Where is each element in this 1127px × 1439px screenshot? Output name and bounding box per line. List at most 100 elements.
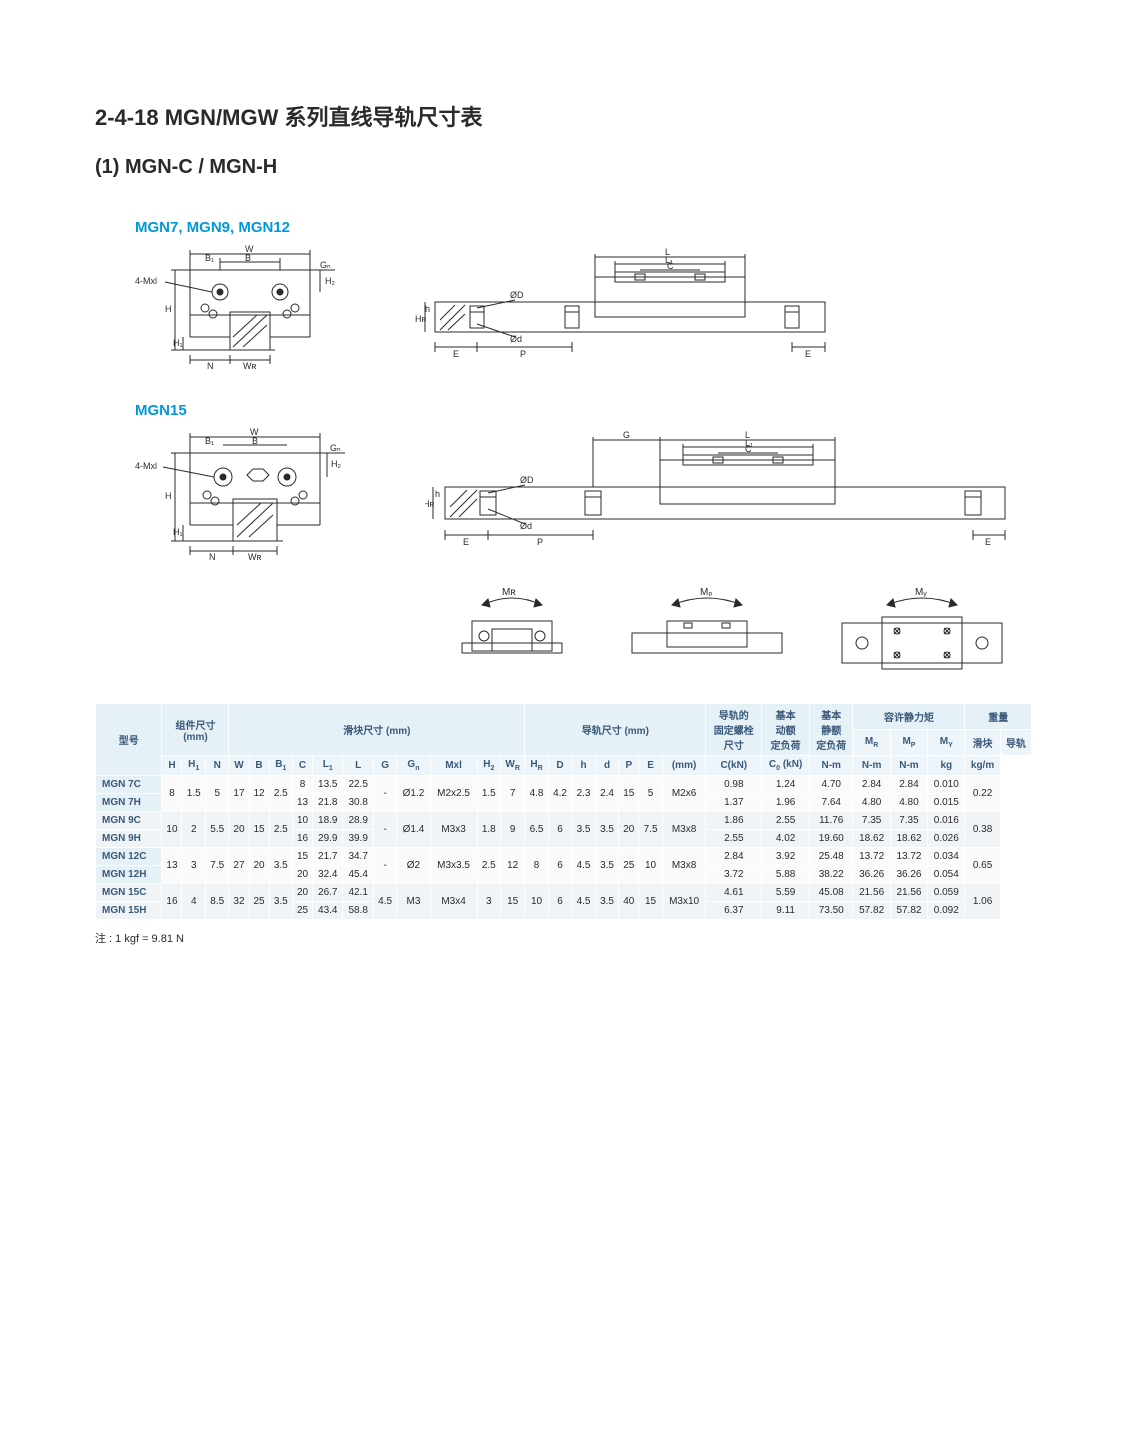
- h-stat: 基本静额定负荷: [809, 704, 853, 756]
- h-rail: 导轨尺寸 (mm): [525, 704, 706, 756]
- table-cell: 26.7: [313, 884, 343, 902]
- table-cell: Ø1.4: [397, 812, 430, 848]
- table-cell: 3.5: [595, 812, 619, 848]
- svg-text:ØD: ØD: [510, 290, 524, 300]
- svg-text:Hʀ: Hʀ: [425, 499, 434, 509]
- table-cell: 2.5: [269, 776, 293, 812]
- table-cell: 6: [548, 812, 572, 848]
- table-cell: 9: [501, 812, 525, 848]
- dimensions-table: 型号 组件尺寸(mm) 滑块尺寸 (mm) 导轨尺寸 (mm) 导轨的固定螺栓尺…: [95, 703, 1032, 920]
- model-cell: MGN 9C: [96, 812, 162, 830]
- table-cell: 38.22: [809, 866, 853, 884]
- table-cell: 8.5: [205, 884, 229, 920]
- table-cell: 32: [229, 884, 249, 920]
- table-cell: 30.8: [343, 794, 373, 812]
- table-cell: 10: [639, 848, 663, 884]
- table-cell: 3.5: [269, 884, 293, 920]
- table-cell: 13.72: [853, 848, 890, 866]
- table-cell: -: [373, 776, 397, 812]
- table-cell: 4.5: [373, 884, 397, 920]
- sh: C0 (kN): [762, 756, 810, 776]
- table-cell: 5.88: [762, 866, 810, 884]
- table-cell: 3.5: [595, 884, 619, 920]
- table-cell: 4.70: [809, 776, 853, 794]
- table-cell: 2.84: [853, 776, 890, 794]
- svg-text:N: N: [207, 361, 214, 371]
- table-cell: M3x8: [662, 848, 706, 884]
- svg-text:E: E: [985, 537, 991, 547]
- table-cell: 5: [205, 776, 229, 812]
- table-cell: 21.7: [313, 848, 343, 866]
- table-cell: 10: [525, 884, 549, 920]
- sh: WR: [501, 756, 525, 776]
- table-cell: 13: [293, 794, 313, 812]
- svg-text:4-Mxl: 4-Mxl: [135, 461, 157, 471]
- table-cell: 20: [249, 848, 269, 884]
- svg-text:Mₚ: Mₚ: [700, 587, 713, 598]
- table-cell: M2x6: [662, 776, 706, 812]
- h-mp: MP: [890, 730, 927, 756]
- table-cell: 1.5: [182, 776, 206, 812]
- table-cell: 22.5: [343, 776, 373, 794]
- svg-text:B₁: B₁: [205, 436, 214, 446]
- table-cell: 19.60: [809, 830, 853, 848]
- table-cell: 0.65: [965, 848, 1000, 884]
- model-cell: MGN 7C: [96, 776, 162, 794]
- table-cell: 1.06: [965, 884, 1000, 920]
- cross-section-diagram-2: W BB₁ Gₙ 4-Mxl H H₂ H₁ N Wʀ: [135, 425, 365, 565]
- table-cell: 2.55: [706, 830, 762, 848]
- table-cell: 2.84: [890, 776, 927, 794]
- table-cell: 3.5: [269, 848, 293, 884]
- table-cell: 0.026: [928, 830, 965, 848]
- table-cell: 36.26: [853, 866, 890, 884]
- table-cell: 13.5: [313, 776, 343, 794]
- table-cell: 3.5: [572, 812, 596, 848]
- svg-text:C: C: [667, 261, 674, 271]
- table-cell: 4.8: [525, 776, 549, 812]
- svg-text:Mᵧ: Mᵧ: [915, 587, 927, 598]
- table-cell: 27: [229, 848, 249, 884]
- diagram-group-1: W B B₁ Gₙ 4-Mxl H H₂ H₁ N Wʀ: [135, 242, 1032, 372]
- table-cell: 18.62: [890, 830, 927, 848]
- sh: P: [619, 756, 639, 776]
- diagram-label-2: MGN15: [135, 402, 1032, 419]
- table-cell: 7.35: [853, 812, 890, 830]
- table-cell: 16: [162, 884, 182, 920]
- table-cell: 43.4: [313, 902, 343, 920]
- table-cell: 2.5: [269, 812, 293, 848]
- svg-text:Hʀ: Hʀ: [415, 314, 426, 324]
- table-cell: 4.61: [706, 884, 762, 902]
- table-cell: M3x8: [662, 812, 706, 848]
- table-cell: 10: [162, 812, 182, 848]
- table-cell: 3.72: [706, 866, 762, 884]
- table-cell: 9.11: [762, 902, 810, 920]
- table-cell: 0.016: [928, 812, 965, 830]
- table-cell: 4.80: [853, 794, 890, 812]
- table-cell: 25: [619, 848, 639, 884]
- table-cell: 0.092: [928, 902, 965, 920]
- h-assembly: 组件尺寸(mm): [162, 704, 229, 756]
- table-cell: 2.3: [572, 776, 596, 812]
- table-cell: 16: [293, 830, 313, 848]
- moment-diagram-mp: Mₚ: [622, 583, 792, 673]
- table-cell: 15: [293, 848, 313, 866]
- diagram-label-1: MGN7, MGN9, MGN12: [135, 219, 1032, 236]
- footnote: 注 : 1 kgf = 9.81 N: [95, 930, 1032, 946]
- side-view-diagram-2: ØD Ød h Hʀ G L L₁ C E P E: [425, 425, 1015, 565]
- table-cell: 0.034: [928, 848, 965, 866]
- svg-text:ØD: ØD: [520, 475, 534, 485]
- table-cell: 3: [477, 884, 501, 920]
- table-cell: 25: [249, 884, 269, 920]
- svg-text:E: E: [463, 537, 469, 547]
- table-cell: 17: [229, 776, 249, 812]
- table-cell: 18.62: [853, 830, 890, 848]
- sh: G: [373, 756, 397, 776]
- table-cell: 36.26: [890, 866, 927, 884]
- sh: C: [293, 756, 313, 776]
- table-cell: 2: [182, 812, 206, 848]
- h-wr: 导轨: [1000, 730, 1031, 756]
- sh: Mxl: [430, 756, 477, 776]
- sh: C(kN): [706, 756, 762, 776]
- table-cell: 1.8: [477, 812, 501, 848]
- sh: D: [548, 756, 572, 776]
